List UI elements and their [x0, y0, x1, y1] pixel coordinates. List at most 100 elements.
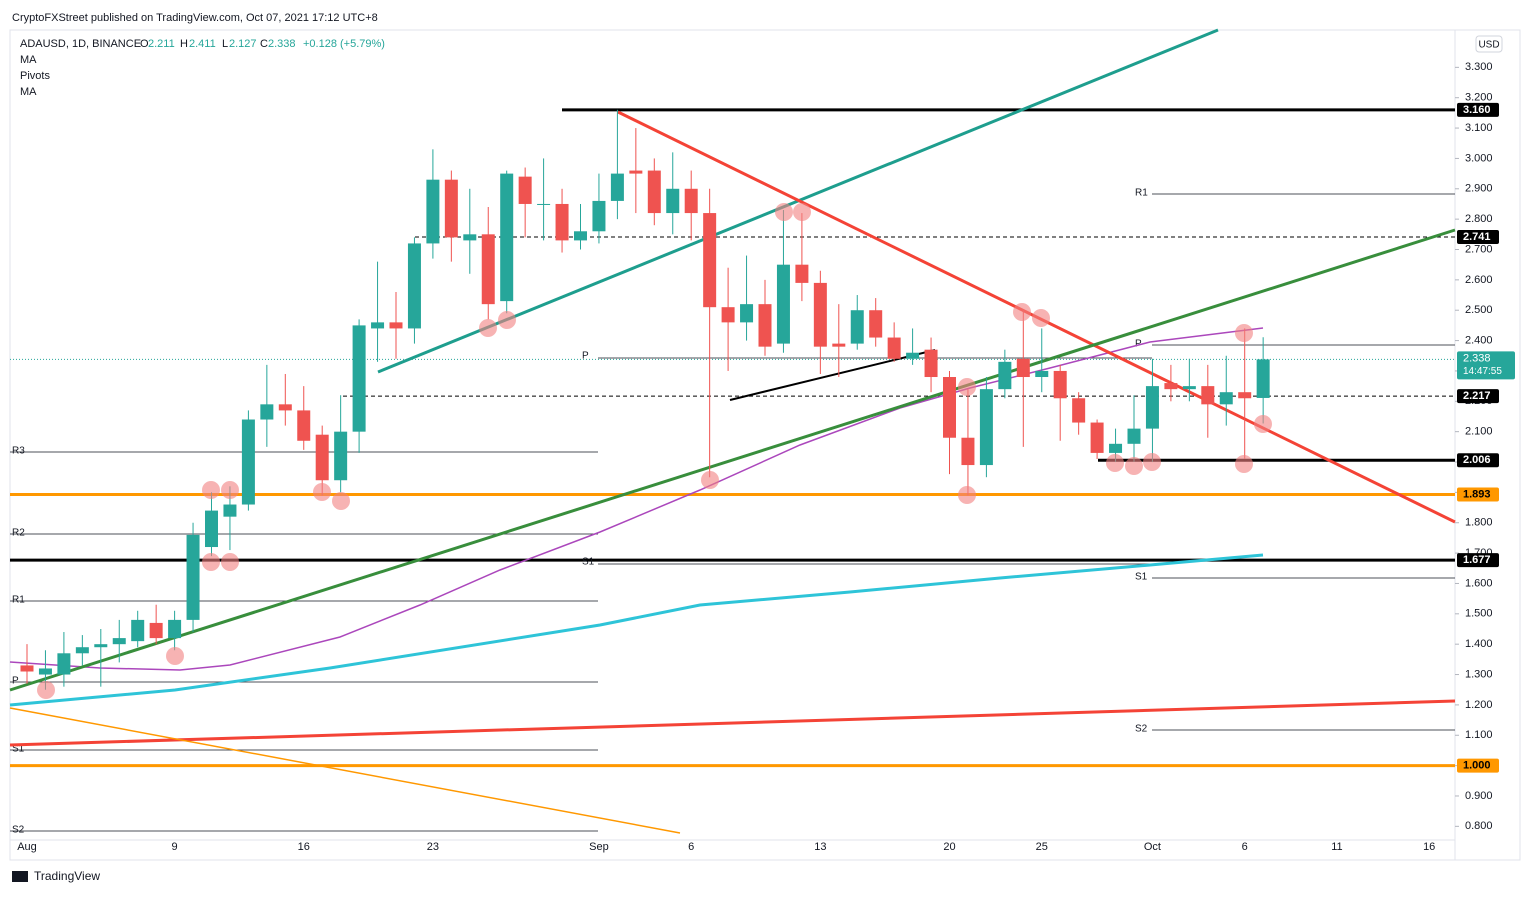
candle-body: [647, 170, 661, 214]
candle-body: [1201, 386, 1215, 405]
candle-body: [721, 307, 735, 323]
candle-body: [850, 310, 864, 344]
x-tick-label: Oct: [1144, 841, 1161, 853]
candle-body: [1164, 383, 1178, 390]
logo: [12, 871, 28, 882]
x-tick-label: Sep: [589, 841, 609, 853]
pivot-label: R3: [12, 446, 25, 457]
pivot-label: P: [582, 351, 589, 362]
candle-body: [149, 622, 163, 639]
marker: [313, 483, 331, 501]
x-tick-label: 23: [427, 841, 439, 853]
candle-body: [776, 264, 790, 344]
candle-body: [1145, 386, 1159, 429]
candle-body: [1238, 392, 1252, 399]
l-label: L: [222, 38, 228, 50]
level-tag: [1457, 487, 1499, 502]
pivot-label: S2: [12, 825, 25, 836]
candle-body: [371, 322, 385, 329]
symbol: ADAUSD, 1D, BINANCE: [20, 38, 141, 50]
candle-body: [75, 647, 89, 654]
countdown: 14:47:55: [1463, 366, 1502, 377]
marker: [1254, 415, 1272, 433]
trendline: [729, 349, 936, 401]
x-tick-label: 16: [298, 841, 310, 853]
low: 2.127: [229, 38, 257, 50]
level-label: 1.000: [1463, 760, 1491, 772]
marker: [1235, 455, 1253, 473]
pivot-label: S1: [1135, 572, 1148, 583]
level-label: 1.677: [1463, 554, 1491, 566]
x-tick-label: 9: [172, 841, 178, 853]
legend: ADAUSD, 1D, BINANCE O 2.211 H 2.411 L 2.…: [20, 38, 385, 98]
candle-body: [352, 325, 366, 432]
marker: [1032, 309, 1050, 327]
trendline: [9, 707, 681, 834]
y-tick-label: 1.800: [1465, 517, 1493, 529]
candle-body: [1035, 370, 1049, 378]
candle-body: [38, 668, 52, 675]
marker: [479, 319, 497, 337]
pivot-label: R1: [12, 595, 25, 606]
candle-body: [906, 352, 920, 359]
candle-body: [998, 361, 1012, 390]
candle-body: [186, 534, 200, 620]
y-tick-label: 1.200: [1465, 699, 1493, 711]
candle-body: [297, 410, 311, 441]
y-tick-label: 2.400: [1465, 334, 1493, 346]
marker: [793, 203, 811, 221]
y-tick-label: 2.700: [1465, 243, 1493, 255]
level-tag: [1457, 453, 1499, 468]
y-tick-label: 1.400: [1465, 638, 1493, 650]
c-label: C: [260, 38, 268, 50]
candle-body: [666, 188, 680, 214]
marker: [1235, 324, 1253, 342]
marker: [221, 553, 239, 571]
candles: [20, 109, 1270, 690]
trendlines: [9, 28, 1456, 834]
currency-box: [1475, 35, 1503, 53]
levels: R3 R2 R1 P S1 S2 P S1 R1 P S1 S2: [10, 108, 1455, 836]
y-tick-label: 3.100: [1465, 122, 1493, 134]
x-tick-label: 25: [1036, 841, 1048, 853]
markers: [37, 203, 1272, 699]
candle-body: [1109, 443, 1123, 453]
x-tick-label: 6: [688, 841, 694, 853]
y-tick-label: 1.600: [1465, 577, 1493, 589]
candle-body: [57, 653, 71, 675]
marker: [958, 486, 976, 504]
y-tick-label: 3.200: [1465, 92, 1493, 104]
pivot-label: P: [12, 676, 19, 687]
x-tick-label: 6: [1242, 841, 1248, 853]
candle-body: [426, 179, 440, 244]
candle-body: [205, 510, 218, 548]
candle-body: [869, 310, 883, 338]
candle-body: [1090, 422, 1104, 453]
candle-body: [1256, 359, 1270, 398]
marker: [202, 553, 220, 571]
marker: [498, 311, 516, 329]
h-label: H: [180, 38, 188, 50]
moving-average: [9, 553, 1264, 707]
candle-body: [1072, 398, 1086, 423]
candle-body: [1219, 392, 1233, 405]
candle-body: [112, 638, 126, 645]
x-tick-label: 16: [1423, 841, 1435, 853]
pivot-label: S2: [1135, 724, 1148, 735]
level-tag: [1457, 553, 1499, 568]
candle-body: [1182, 386, 1196, 390]
pivot-label: P: [1135, 339, 1142, 350]
candle-body: [758, 304, 772, 347]
candle-body: [518, 176, 532, 204]
y-tick-label: 1.300: [1465, 668, 1493, 680]
y-tick-label: 2.900: [1465, 183, 1493, 195]
level-tag: [1457, 102, 1499, 117]
pivot-label: S1: [582, 557, 595, 568]
x-tick-label: 11: [1331, 841, 1342, 853]
indicator: MA: [20, 54, 37, 66]
marker: [37, 681, 55, 699]
y-tick-label: 2.600: [1465, 274, 1493, 286]
marker: [1106, 454, 1124, 472]
candle-body: [389, 322, 403, 329]
